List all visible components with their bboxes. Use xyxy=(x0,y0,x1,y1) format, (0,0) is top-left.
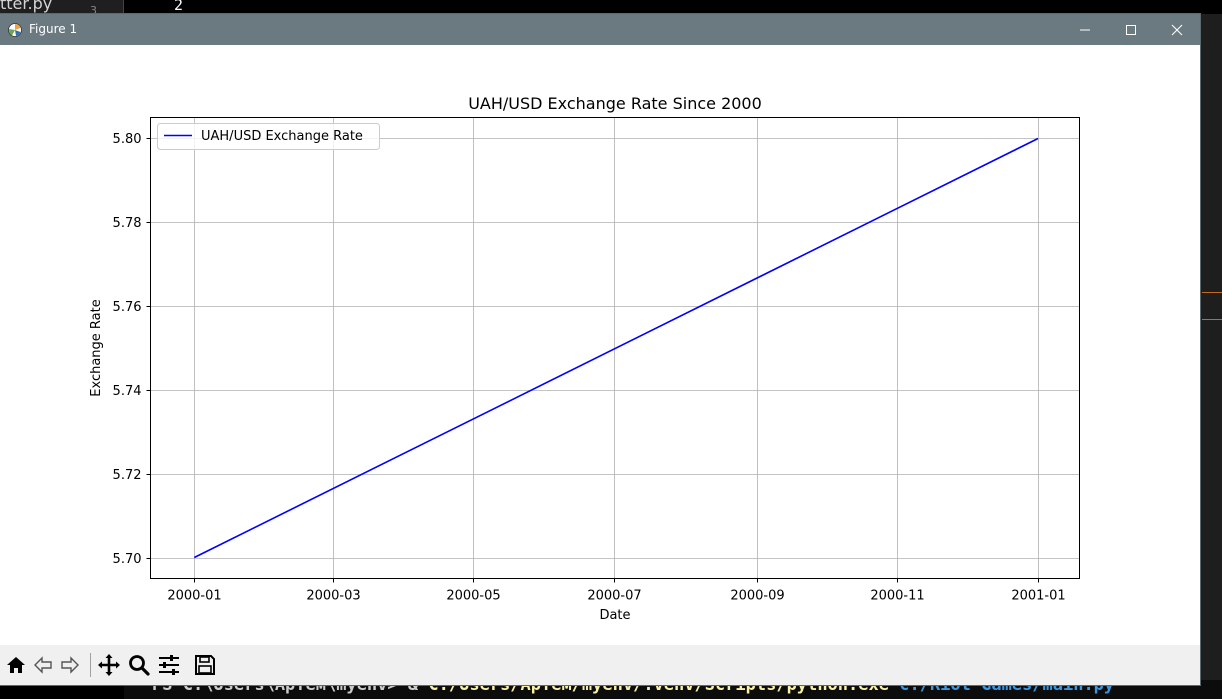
matplotlib-figure-icon xyxy=(8,22,22,37)
window-title: Figure 1 xyxy=(29,22,78,36)
maximize-icon xyxy=(1126,25,1136,35)
legend-label: UAH/USD Exchange Rate xyxy=(201,129,363,144)
close-icon xyxy=(1171,24,1183,36)
x-axis-label: Date xyxy=(599,608,630,623)
legend: UAH/USD Exchange Rate xyxy=(157,123,380,150)
x-tick-label: 2000-05 xyxy=(446,589,500,604)
figure-canvas[interactable]: UAH/USD Exchange Rate Since 2000 5.70 5.7… xyxy=(0,45,1200,645)
zoom-button[interactable] xyxy=(127,653,151,677)
zoom-icon xyxy=(129,655,150,676)
editor-scrollbar-strip xyxy=(1201,14,1222,699)
line-chart: UAH/USD Exchange Rate Since 2000 5.705.7… xyxy=(89,94,1080,623)
back-button[interactable] xyxy=(31,653,55,677)
chart-title: UAH/USD Exchange Rate Since 2000 xyxy=(468,94,762,113)
plot-area-frame xyxy=(150,117,1080,579)
editor-tab-background xyxy=(0,0,124,15)
editor-divider xyxy=(123,0,124,15)
x-tick-label: 2000-09 xyxy=(730,589,784,604)
window-titlebar[interactable]: Figure 1 xyxy=(0,14,1200,45)
y-tick-label: 5.78 xyxy=(113,216,142,231)
y-axis-ticks: 5.70 5.72 5.74 5.76 5.78 5.80 xyxy=(113,132,151,567)
scrollbar-marker xyxy=(1202,319,1222,320)
forward-button[interactable] xyxy=(58,653,82,677)
home-button[interactable] xyxy=(4,653,28,677)
x-axis-ticks: 2000-01 2000-03 2000-05 2000-07 2000-09 2000-… xyxy=(167,578,1066,604)
x-tick-label: 2000-07 xyxy=(587,589,641,604)
legend-box xyxy=(157,123,380,150)
y-tick-label: 5.76 xyxy=(113,300,142,315)
configure-subplots-icon xyxy=(159,655,179,675)
y-tick-label: 5.70 xyxy=(113,552,142,567)
home-icon xyxy=(7,657,25,673)
back-icon xyxy=(34,656,52,674)
forward-icon xyxy=(61,656,79,674)
terminal-output-number: 2 xyxy=(174,0,184,14)
y-tick-label: 5.72 xyxy=(113,468,142,483)
close-button[interactable] xyxy=(1154,14,1200,45)
minimize-icon xyxy=(1080,29,1090,31)
terminal-amp: & xyxy=(407,680,419,695)
save-button[interactable] xyxy=(193,653,217,677)
pan-icon xyxy=(98,654,120,676)
scrollbar-marker xyxy=(1202,292,1222,293)
maximize-button[interactable] xyxy=(1108,14,1154,45)
minimize-button[interactable] xyxy=(1062,14,1108,45)
configure-subplots-button[interactable] xyxy=(157,653,181,677)
series-layer xyxy=(193,137,1039,559)
y-axis-label: Exchange Rate xyxy=(89,299,104,396)
x-tick-label: 2000-03 xyxy=(306,589,360,604)
save-icon xyxy=(195,655,215,675)
y-tick-label: 5.74 xyxy=(113,384,142,399)
x-tick-label: 2000-11 xyxy=(870,589,924,604)
pan-button[interactable] xyxy=(97,653,121,677)
editor-line-number: 3 xyxy=(90,4,97,17)
toolbar-separator xyxy=(90,653,91,677)
y-tick-label: 5.80 xyxy=(113,132,142,147)
figure-window: Figure 1 UAH/USD Exchange Rate Since 200… xyxy=(0,14,1200,685)
series-line-uah-usd xyxy=(193,137,1039,559)
editor-file-tab[interactable]: tter.py xyxy=(0,0,53,13)
x-tick-label: 2001-01 xyxy=(1011,589,1065,604)
x-tick-label: 2000-01 xyxy=(167,589,221,604)
navigation-toolbar xyxy=(0,645,1200,685)
